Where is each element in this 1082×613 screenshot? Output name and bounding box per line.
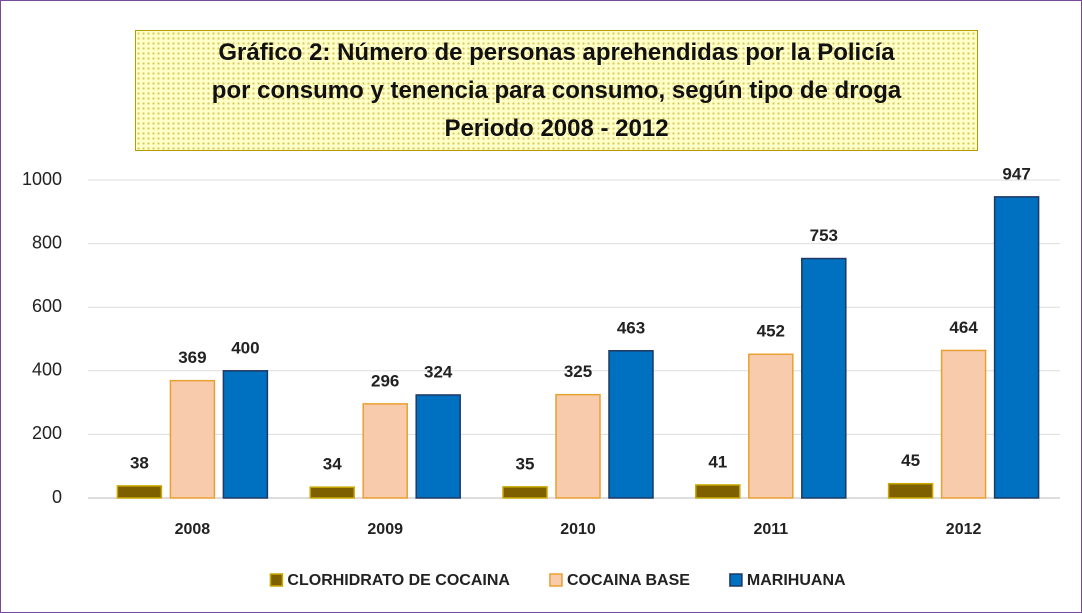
data-label: 325 <box>564 362 592 381</box>
bar <box>748 353 794 499</box>
y-tick-label: 200 <box>32 423 62 443</box>
bar <box>887 482 934 499</box>
data-label: 35 <box>516 454 535 473</box>
chart-title: Gráfico 2: Número de personas aprehendid… <box>135 30 978 151</box>
data-label: 753 <box>810 226 838 245</box>
bar <box>695 484 741 499</box>
x-tick-label: 2008 <box>175 521 211 538</box>
bar <box>222 370 269 499</box>
title-line: Gráfico 2: Número de personas aprehendid… <box>218 39 895 66</box>
bar <box>415 394 461 499</box>
bar <box>993 196 1040 499</box>
bar <box>362 403 408 499</box>
data-label: 38 <box>130 453 149 472</box>
bar <box>801 257 847 499</box>
bar <box>502 486 548 499</box>
legend-label: MARIHUANA <box>747 572 846 589</box>
legend-swatch <box>269 573 284 587</box>
data-label: 463 <box>617 318 645 337</box>
bar <box>169 379 216 499</box>
bar <box>116 485 163 499</box>
legend-swatch <box>549 573 563 587</box>
x-tick-label: 2010 <box>560 521 596 538</box>
bar <box>555 393 601 499</box>
y-tick-label: 600 <box>32 296 62 316</box>
bar <box>309 486 355 499</box>
y-tick-label: 1000 <box>22 169 62 189</box>
data-label: 400 <box>231 338 259 357</box>
y-tick-label: 800 <box>32 232 62 252</box>
x-tick-label: 2012 <box>946 521 982 538</box>
data-label: 41 <box>708 452 727 471</box>
bar <box>940 349 987 499</box>
y-tick-label: 0 <box>52 487 62 507</box>
legend-label: COCAINA BASE <box>567 572 690 589</box>
data-label: 45 <box>901 451 920 470</box>
data-label: 947 <box>1002 164 1030 183</box>
legend-label: CLORHIDRATO DE COCAINA <box>287 572 510 589</box>
legend-swatch <box>729 573 743 587</box>
x-tick-label: 2009 <box>367 521 403 538</box>
title-line: por consumo y tenencia para consumo, seg… <box>211 77 902 104</box>
data-label: 34 <box>323 455 342 474</box>
data-label: 452 <box>757 322 785 341</box>
data-label: 464 <box>949 318 978 337</box>
bar <box>608 350 654 499</box>
data-label: 296 <box>371 371 399 390</box>
title-line: Periodo 2008 - 2012 <box>444 115 669 142</box>
data-label: 369 <box>178 348 206 367</box>
y-tick-label: 400 <box>32 360 62 380</box>
x-tick-label: 2011 <box>753 521 788 538</box>
data-label: 324 <box>424 362 453 381</box>
